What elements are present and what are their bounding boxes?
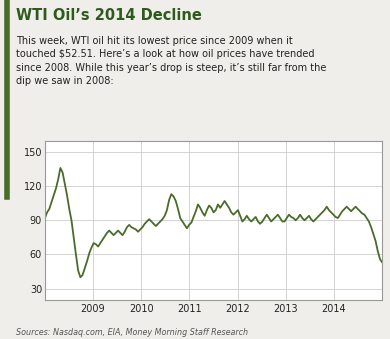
Text: This week, WTI oil hit its lowest price since 2009 when it
touched $52.51. Here’: This week, WTI oil hit its lowest price … (16, 36, 326, 86)
Text: WTI Oil’s 2014 Decline: WTI Oil’s 2014 Decline (16, 8, 202, 23)
Text: Sources: Nasdaq.com, EIA, Money Morning Staff Research: Sources: Nasdaq.com, EIA, Money Morning … (16, 328, 248, 337)
